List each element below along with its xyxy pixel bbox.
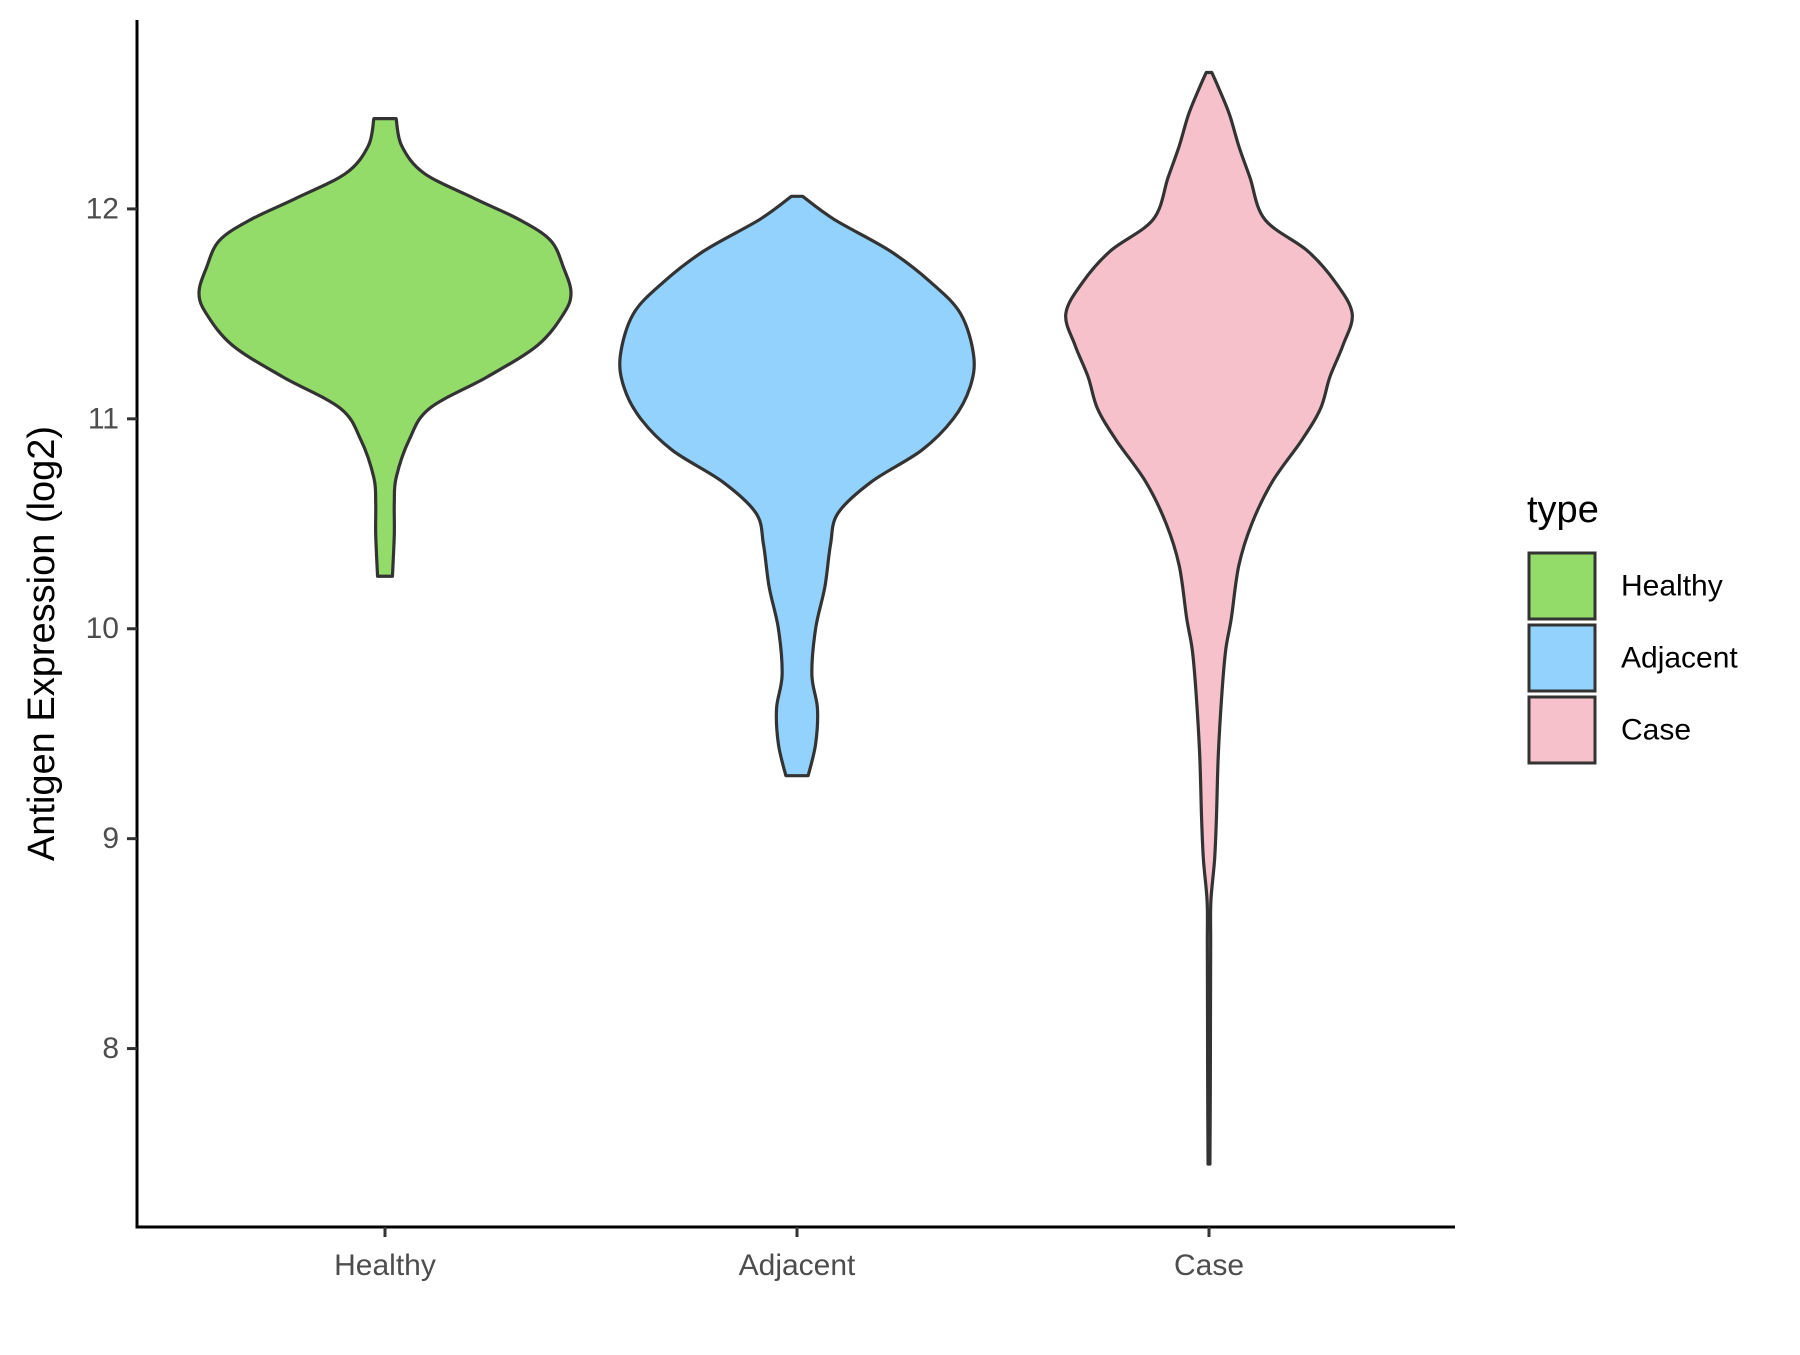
- legend-label-adjacent: Adjacent: [1621, 642, 1738, 675]
- violin-healthy: [197, 117, 573, 578]
- y-tick-label-8: 8: [102, 1032, 119, 1065]
- x-tick-label-adjacent: Adjacent: [739, 1249, 856, 1282]
- x-axis-ticks: Healthy Adjacent Case: [334, 1227, 1244, 1282]
- legend: type Healthy Adjacent Case: [1527, 489, 1738, 765]
- y-tick-label-12: 12: [86, 192, 119, 225]
- legend-label-case: Case: [1621, 714, 1691, 747]
- legend-key-adjacent: [1527, 623, 1597, 693]
- legend-items: Healthy Adjacent Case: [1527, 551, 1738, 765]
- legend-title: type: [1527, 489, 1599, 531]
- x-tick-label-healthy: Healthy: [334, 1249, 436, 1282]
- y-tick-label-10: 10: [86, 612, 119, 645]
- axes: 8 9 10 11 12 Healthy Adjacent Case Antigen Exp…: [21, 20, 1455, 1282]
- legend-key-case: [1527, 695, 1597, 765]
- y-axis-ticks: 8 9 10 11 12: [86, 192, 137, 1065]
- violin-adjacent: [618, 194, 976, 778]
- legend-label-healthy: Healthy: [1621, 570, 1723, 603]
- y-tick-label-11: 11: [88, 402, 119, 435]
- legend-key-healthy: [1527, 551, 1597, 621]
- y-axis-title: Antigen Expression (log2): [21, 426, 63, 861]
- violin-case: [1064, 70, 1354, 1166]
- plot-area: [197, 70, 1354, 1166]
- x-tick-label-case: Case: [1174, 1249, 1244, 1282]
- y-tick-label-9: 9: [102, 822, 119, 855]
